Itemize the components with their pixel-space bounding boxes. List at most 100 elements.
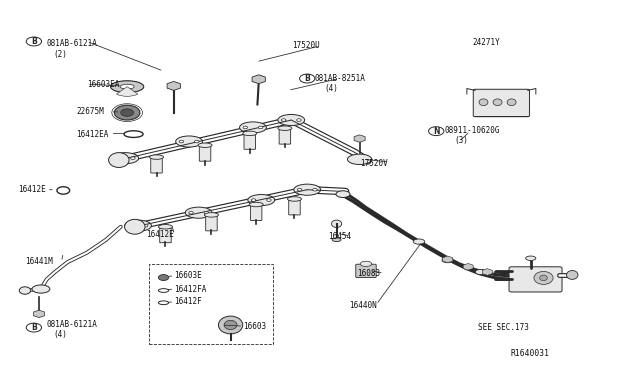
FancyBboxPatch shape: [160, 228, 172, 243]
Text: B: B: [31, 37, 36, 46]
Ellipse shape: [493, 99, 502, 106]
Text: 16412EA: 16412EA: [76, 129, 108, 139]
Text: 16412E: 16412E: [19, 185, 46, 194]
Text: 081AB-6121A: 081AB-6121A: [47, 321, 97, 330]
Text: 16441M: 16441M: [25, 257, 52, 266]
Text: B: B: [31, 323, 36, 332]
Text: N: N: [433, 126, 440, 136]
Text: 17520U: 17520U: [292, 41, 319, 51]
Text: 17520V: 17520V: [360, 158, 388, 167]
FancyBboxPatch shape: [199, 146, 211, 161]
Text: 16412E: 16412E: [147, 230, 174, 240]
Text: 16603: 16603: [243, 321, 266, 331]
Ellipse shape: [282, 119, 286, 121]
FancyBboxPatch shape: [473, 89, 529, 117]
Ellipse shape: [507, 99, 516, 106]
Circle shape: [26, 37, 42, 46]
Ellipse shape: [479, 99, 488, 106]
Text: 16412F: 16412F: [174, 297, 202, 306]
Text: 16440N: 16440N: [349, 301, 376, 310]
Ellipse shape: [566, 270, 578, 279]
Ellipse shape: [125, 220, 152, 231]
Ellipse shape: [249, 202, 263, 207]
Ellipse shape: [336, 191, 350, 198]
Ellipse shape: [111, 81, 144, 93]
Ellipse shape: [179, 140, 184, 143]
Ellipse shape: [128, 224, 132, 227]
Text: 16083: 16083: [357, 269, 380, 278]
Ellipse shape: [112, 153, 139, 164]
Ellipse shape: [189, 211, 193, 214]
Ellipse shape: [115, 105, 140, 120]
Ellipse shape: [159, 225, 173, 229]
Ellipse shape: [239, 122, 266, 133]
Text: B: B: [305, 74, 310, 83]
FancyBboxPatch shape: [356, 264, 376, 278]
Ellipse shape: [348, 154, 372, 164]
Ellipse shape: [259, 126, 263, 129]
Ellipse shape: [143, 224, 148, 227]
Ellipse shape: [32, 285, 50, 293]
Ellipse shape: [243, 131, 257, 136]
FancyBboxPatch shape: [509, 267, 562, 292]
FancyBboxPatch shape: [205, 216, 217, 231]
Text: 08911-10620G: 08911-10620G: [445, 126, 500, 135]
Text: (4): (4): [53, 330, 67, 340]
Ellipse shape: [109, 153, 129, 167]
Ellipse shape: [278, 126, 292, 131]
Text: (3): (3): [454, 136, 468, 145]
Text: (2): (2): [53, 50, 67, 59]
Text: 081AB-6121A: 081AB-6121A: [47, 39, 97, 48]
FancyBboxPatch shape: [244, 135, 255, 149]
Ellipse shape: [248, 195, 275, 206]
Ellipse shape: [525, 256, 536, 260]
FancyBboxPatch shape: [250, 206, 262, 221]
Ellipse shape: [120, 84, 134, 89]
Circle shape: [300, 74, 315, 83]
Text: R1640031: R1640031: [510, 349, 549, 358]
Ellipse shape: [287, 197, 301, 201]
Ellipse shape: [540, 275, 547, 281]
Ellipse shape: [294, 184, 321, 195]
Ellipse shape: [413, 239, 425, 244]
Ellipse shape: [224, 320, 237, 330]
Ellipse shape: [278, 115, 305, 126]
Text: 16412FA: 16412FA: [174, 285, 207, 294]
FancyBboxPatch shape: [289, 200, 300, 215]
Text: 16603E: 16603E: [174, 271, 202, 280]
Ellipse shape: [313, 188, 317, 191]
Ellipse shape: [534, 272, 553, 285]
Circle shape: [26, 323, 42, 332]
FancyBboxPatch shape: [279, 129, 291, 144]
Ellipse shape: [195, 140, 199, 143]
Ellipse shape: [19, 287, 31, 294]
Ellipse shape: [115, 157, 120, 160]
Text: 24271Y: 24271Y: [472, 38, 500, 47]
Text: 081AB-8251A: 081AB-8251A: [315, 74, 366, 83]
Ellipse shape: [360, 261, 372, 266]
Text: 22675M: 22675M: [76, 108, 104, 116]
Ellipse shape: [267, 199, 271, 201]
Ellipse shape: [243, 126, 248, 129]
Ellipse shape: [131, 157, 135, 160]
Circle shape: [429, 127, 444, 136]
Ellipse shape: [298, 188, 302, 191]
Ellipse shape: [198, 143, 212, 147]
Ellipse shape: [185, 207, 212, 218]
Text: 16603EA: 16603EA: [87, 80, 119, 89]
FancyBboxPatch shape: [151, 158, 163, 173]
Ellipse shape: [442, 257, 454, 263]
Text: (4): (4): [324, 84, 339, 93]
Ellipse shape: [475, 269, 486, 275]
Ellipse shape: [252, 199, 256, 201]
Text: 16454: 16454: [328, 231, 351, 241]
Ellipse shape: [159, 275, 169, 280]
Ellipse shape: [204, 211, 209, 214]
Bar: [149, 264, 273, 343]
Ellipse shape: [125, 219, 145, 234]
Ellipse shape: [332, 238, 341, 241]
Ellipse shape: [121, 109, 134, 116]
Ellipse shape: [332, 220, 342, 228]
Ellipse shape: [150, 155, 164, 159]
Ellipse shape: [218, 316, 243, 334]
